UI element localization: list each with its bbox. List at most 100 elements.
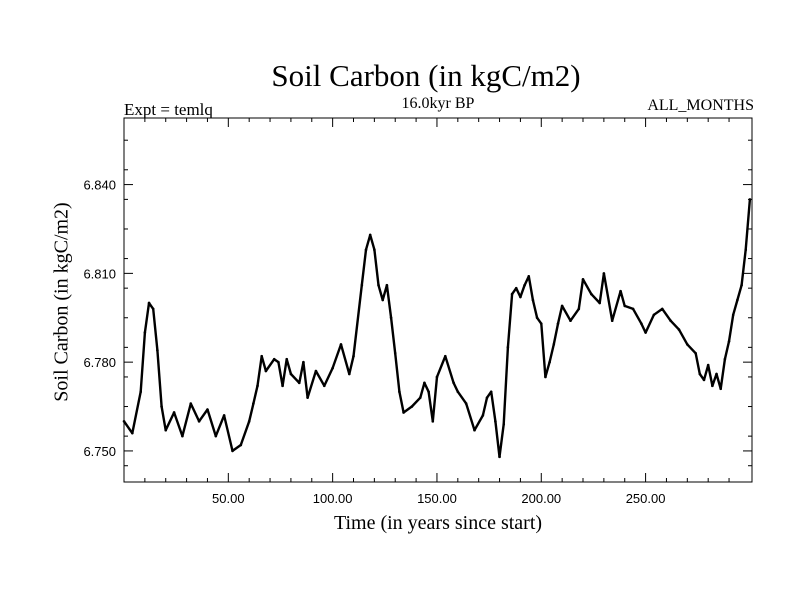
- data-point: [352, 354, 355, 358]
- data-point: [652, 313, 656, 317]
- data-point: [131, 431, 134, 435]
- data-point: [247, 420, 251, 423]
- y-axis-ticks: 6.750 6.780 6.810 6.840: [83, 178, 752, 459]
- data-point: [164, 428, 168, 432]
- data-point: [502, 422, 506, 426]
- data-point: [160, 405, 163, 408]
- data-point: [314, 369, 318, 373]
- data-point: [444, 354, 447, 358]
- chart-title: Soil Carbon (in kgC/m2): [271, 58, 581, 93]
- data-point: [527, 275, 531, 278]
- data-point: [715, 372, 718, 376]
- data-point: [197, 420, 201, 423]
- data-point: [151, 307, 155, 311]
- experiment-label: Expt = temlq: [124, 100, 213, 119]
- data-point: [510, 292, 514, 296]
- y-tick-label: 6.780: [83, 355, 116, 370]
- y-tick-label: 6.840: [83, 178, 116, 193]
- data-point: [156, 349, 159, 352]
- data-point: [598, 301, 601, 305]
- data-point: [494, 420, 497, 423]
- data-point: [602, 272, 606, 275]
- data-point: [489, 390, 493, 394]
- data-point: [122, 420, 126, 423]
- data-point: [377, 283, 380, 287]
- data-point: [660, 307, 664, 311]
- data-point: [285, 357, 289, 361]
- data-point: [398, 390, 401, 394]
- data-point: [231, 449, 234, 453]
- data-point: [381, 298, 385, 302]
- data-point: [389, 316, 393, 320]
- plot-frame: [123, 117, 753, 483]
- data-point: [485, 396, 489, 399]
- x-tick-label: 150.00: [417, 491, 457, 506]
- data-point: [640, 322, 643, 325]
- data-point: [373, 248, 376, 251]
- data-point: [631, 307, 635, 311]
- data-point: [748, 198, 752, 201]
- data-point: [694, 351, 697, 355]
- data-point: [577, 307, 581, 311]
- data-point: [364, 248, 368, 251]
- x-axis-label: Time (in years since start): [333, 512, 543, 534]
- data-point: [289, 372, 293, 376]
- data-point: [560, 304, 564, 308]
- data-point: [272, 357, 276, 361]
- data-point: [297, 381, 301, 385]
- data-point: [139, 390, 142, 394]
- data-point: [698, 372, 702, 376]
- data-point: [623, 304, 627, 308]
- data-point: [569, 319, 572, 323]
- data-point: [519, 295, 522, 299]
- data-point: [410, 405, 414, 408]
- data-point: [498, 455, 501, 459]
- data-point: [452, 381, 455, 385]
- data-point: [393, 351, 397, 355]
- data-point: [339, 343, 343, 346]
- data-point: [473, 428, 476, 432]
- data-point: [481, 414, 485, 417]
- data-point: [360, 283, 364, 287]
- data-point: [544, 375, 547, 379]
- y-tick-label: 6.810: [83, 266, 116, 281]
- data-point: [206, 408, 209, 411]
- data-point: [252, 402, 255, 405]
- data-point: [456, 390, 460, 394]
- data-point: [686, 343, 689, 346]
- data-point: [464, 402, 468, 405]
- minor-ticks: [124, 118, 752, 482]
- x-axis-ticks: 50.00 100.00 150.00 200.00 250.00: [212, 118, 665, 506]
- x-tick-label: 100.00: [313, 491, 353, 506]
- data-point: [590, 292, 593, 296]
- data-point: [548, 360, 551, 364]
- data-point: [523, 283, 526, 287]
- data-point: [348, 372, 351, 376]
- chart-subtitle: 16.0kyr BP: [401, 95, 475, 112]
- data-point: [368, 233, 372, 237]
- data-point: [222, 414, 226, 417]
- data-point: [306, 396, 309, 399]
- data-point: [281, 384, 284, 388]
- data-point: [506, 346, 510, 349]
- data-point: [727, 340, 731, 343]
- data-point: [581, 277, 585, 281]
- data-point: [702, 378, 706, 382]
- data-point: [214, 434, 218, 438]
- data-point: [539, 322, 543, 325]
- data-point: [256, 384, 259, 388]
- data-point: [418, 396, 422, 399]
- data-point: [143, 331, 147, 334]
- months-label: ALL_MONTHS: [647, 97, 754, 114]
- x-tick-label: 250.00: [626, 491, 666, 506]
- data-point: [260, 354, 264, 358]
- data-point: [427, 390, 430, 394]
- x-tick-label: 50.00: [212, 491, 245, 506]
- data-point: [435, 375, 439, 379]
- data-point: [610, 319, 614, 323]
- data-point: [402, 411, 405, 414]
- y-tick-label: 6.750: [83, 444, 116, 459]
- data-point: [535, 316, 539, 320]
- data-point: [740, 283, 743, 287]
- series-group: [122, 198, 752, 459]
